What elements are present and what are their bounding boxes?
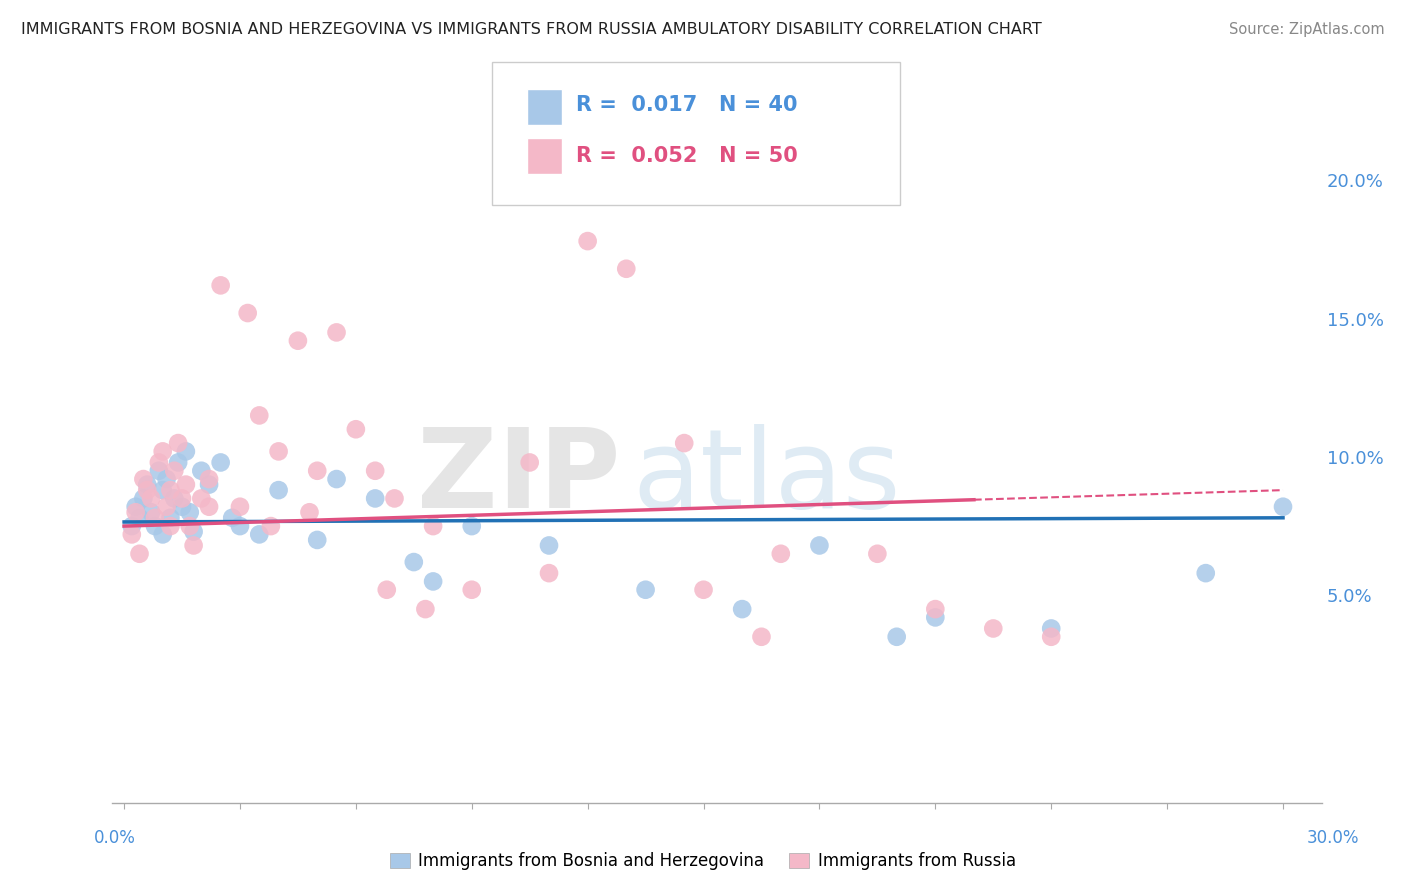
Text: Source: ZipAtlas.com: Source: ZipAtlas.com: [1229, 22, 1385, 37]
Point: [159, 519, 181, 533]
Point: [673, 436, 696, 450]
Point: [731, 602, 754, 616]
Point: [143, 519, 166, 533]
Text: 30.0%: 30.0%: [1306, 829, 1360, 847]
Point: [769, 547, 792, 561]
Point: [751, 630, 773, 644]
Point: [247, 409, 270, 423]
Point: [209, 455, 232, 469]
Point: [167, 436, 190, 450]
Point: [159, 510, 181, 524]
Point: [139, 505, 162, 519]
Point: [198, 477, 221, 491]
Point: [402, 555, 425, 569]
Point: [167, 455, 190, 469]
Point: [152, 483, 174, 497]
Point: [198, 472, 221, 486]
Point: [190, 491, 212, 506]
Point: [132, 491, 155, 506]
Point: [1272, 500, 1295, 514]
Point: [124, 505, 146, 519]
Point: [121, 527, 143, 541]
Point: [163, 464, 186, 478]
Point: [170, 500, 193, 514]
Point: [537, 566, 560, 581]
Point: [298, 505, 321, 519]
Point: [325, 472, 347, 486]
Point: [163, 491, 186, 506]
Point: [247, 527, 270, 541]
Point: [307, 533, 329, 547]
Point: [155, 500, 177, 514]
Point: [221, 510, 243, 524]
Point: [159, 483, 181, 497]
Point: [924, 610, 946, 624]
Point: [183, 539, 205, 553]
Point: [808, 539, 831, 553]
Point: [170, 491, 193, 506]
Point: [461, 519, 484, 533]
Point: [236, 306, 259, 320]
Point: [183, 524, 205, 539]
Point: [174, 444, 197, 458]
Point: [384, 491, 406, 506]
Point: [692, 582, 714, 597]
Point: [1195, 566, 1218, 581]
Point: [364, 464, 387, 478]
Point: [148, 464, 170, 478]
Point: [307, 464, 329, 478]
Point: [124, 500, 146, 514]
Text: ZIP: ZIP: [418, 424, 620, 531]
Point: [422, 519, 444, 533]
Point: [344, 422, 367, 436]
Point: [128, 510, 150, 524]
Point: [260, 519, 283, 533]
Point: [179, 505, 201, 519]
Text: 0.0%: 0.0%: [94, 829, 136, 847]
Point: [415, 602, 437, 616]
Text: IMMIGRANTS FROM BOSNIA AND HERZEGOVINA VS IMMIGRANTS FROM RUSSIA AMBULATORY DISA: IMMIGRANTS FROM BOSNIA AND HERZEGOVINA V…: [21, 22, 1042, 37]
Point: [128, 547, 150, 561]
Point: [634, 582, 657, 597]
Point: [229, 519, 252, 533]
Point: [461, 582, 484, 597]
Point: [981, 622, 1004, 636]
Point: [132, 472, 155, 486]
Point: [152, 444, 174, 458]
Point: [155, 472, 177, 486]
Point: [143, 510, 166, 524]
Point: [537, 539, 560, 553]
Point: [576, 234, 599, 248]
Point: [886, 630, 908, 644]
Point: [229, 500, 252, 514]
Point: [174, 477, 197, 491]
Text: atlas: atlas: [633, 424, 901, 531]
Text: R =  0.017   N = 40: R = 0.017 N = 40: [576, 95, 799, 115]
Point: [1040, 630, 1063, 644]
Point: [325, 326, 347, 340]
Point: [198, 500, 221, 514]
Point: [287, 334, 309, 348]
Point: [136, 477, 159, 491]
Point: [924, 602, 946, 616]
Point: [375, 582, 398, 597]
Point: [139, 491, 162, 506]
Text: R =  0.052   N = 50: R = 0.052 N = 50: [576, 146, 799, 166]
Point: [866, 547, 889, 561]
Point: [267, 444, 290, 458]
Point: [614, 261, 637, 276]
Point: [519, 455, 541, 469]
Point: [152, 527, 174, 541]
Legend: Immigrants from Bosnia and Herzegovina, Immigrants from Russia: Immigrants from Bosnia and Herzegovina, …: [384, 846, 1022, 877]
Point: [190, 464, 212, 478]
Point: [121, 519, 143, 533]
Point: [148, 455, 170, 469]
Point: [1040, 622, 1063, 636]
Point: [267, 483, 290, 497]
Point: [209, 278, 232, 293]
Point: [364, 491, 387, 506]
Point: [422, 574, 444, 589]
Point: [136, 483, 159, 497]
Point: [179, 519, 201, 533]
